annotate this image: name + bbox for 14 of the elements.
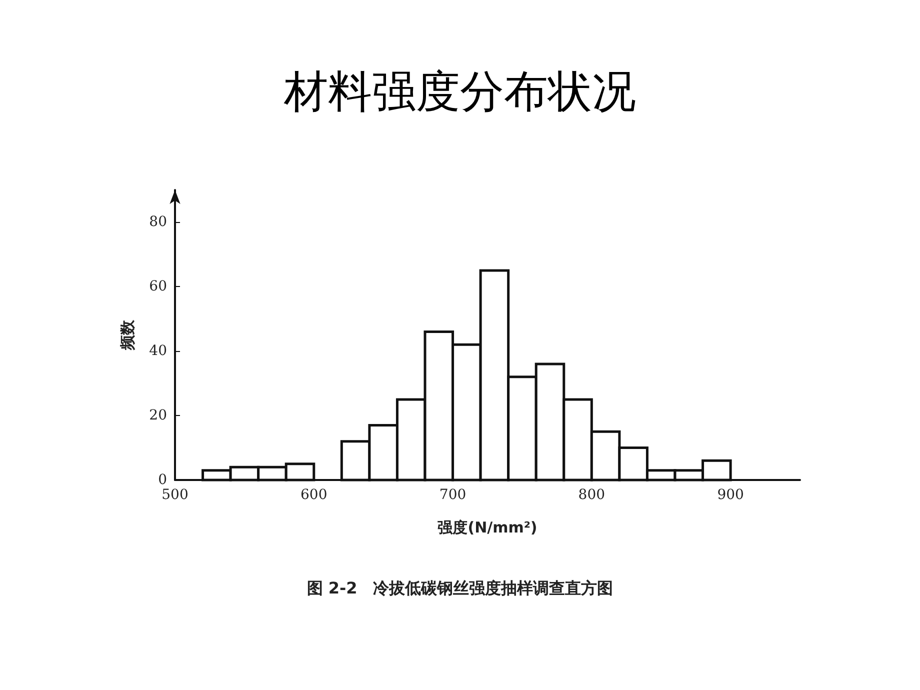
- caption: 图 2-2 冷拔低碳钢丝强度抽样调查直方图: [306, 578, 614, 598]
- y-tick-label: 20: [149, 408, 167, 424]
- y-axis-title: 频数: [118, 319, 136, 351]
- x-axis-title: 强度(N/mm²): [438, 518, 538, 536]
- x-tick-label: 800: [578, 487, 606, 503]
- y-tick-label: 40: [149, 343, 167, 360]
- x-tick-label: 700: [439, 487, 466, 503]
- x-tick-label: 600: [300, 487, 328, 503]
- y-tick-label: 0: [158, 472, 167, 488]
- y-tick-label: 60: [149, 278, 167, 295]
- chart-title: 材料强度分布状况: [283, 66, 636, 118]
- x-tick-label: 500: [162, 487, 188, 503]
- y-tick-label: 80: [149, 214, 167, 230]
- x-tick-label: 900: [717, 487, 744, 503]
